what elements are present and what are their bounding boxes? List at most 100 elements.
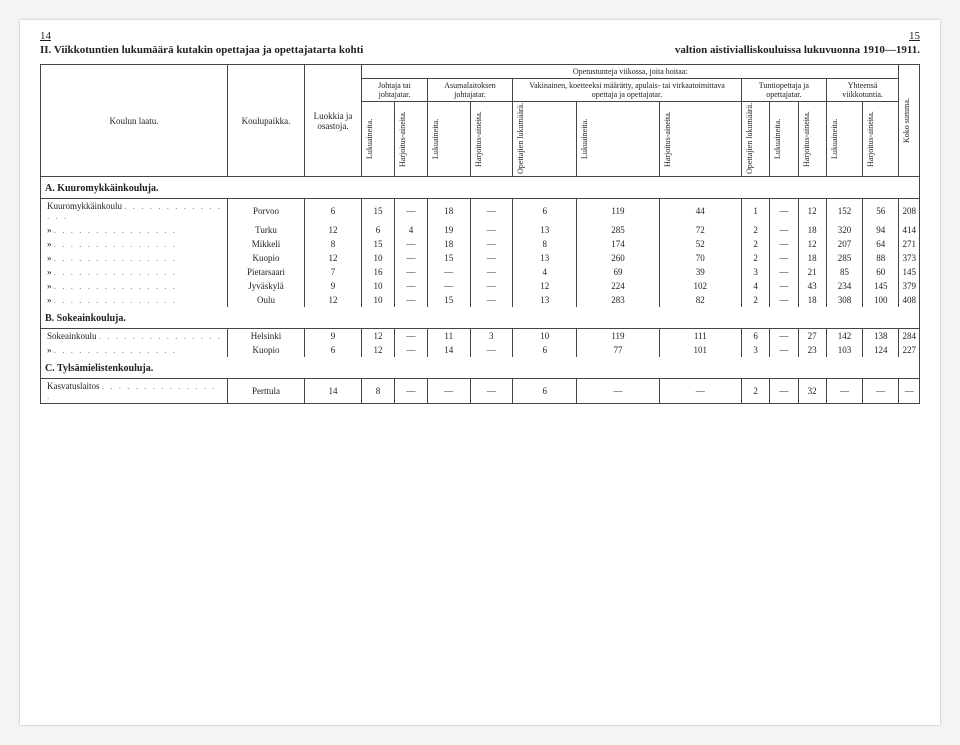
table-row: Kasvatuslaitos . . . . . . . . . . . . .…: [41, 379, 920, 404]
cell-value: 138: [863, 329, 899, 344]
section-heading: C. Tylsämielistenkouluja.: [41, 357, 920, 379]
cell-value: 102: [659, 279, 741, 293]
cell-luokkia: 12: [305, 293, 362, 307]
cell-value: 6: [513, 343, 577, 357]
cell-value: —: [470, 379, 513, 404]
cell-value: —: [770, 379, 798, 404]
cell-value: 44: [659, 199, 741, 224]
cell-luokkia: 9: [305, 279, 362, 293]
cell-luokkia: 8: [305, 237, 362, 251]
cell-value: 70: [659, 251, 741, 265]
cell-luokkia: 6: [305, 343, 362, 357]
cell-value: 284: [899, 329, 920, 344]
cell-value: 103: [826, 343, 862, 357]
cell-value: 3: [741, 343, 769, 357]
cell-value: —: [394, 265, 427, 279]
cell-place: Kuopio: [228, 251, 305, 265]
cell-value: 414: [899, 223, 920, 237]
cell-luokkia: 9: [305, 329, 362, 344]
row-label: » . . . . . . . . . . . . . . .: [41, 343, 228, 357]
cell-value: 60: [863, 265, 899, 279]
sub-c8: Opettajien lukumäärä.: [741, 102, 769, 177]
cell-value: 2: [741, 237, 769, 251]
row-label: Kasvatuslaitos . . . . . . . . . . . . .…: [41, 379, 228, 404]
cell-value: 21: [798, 265, 826, 279]
table-row: » . . . . . . . . . . . . . . .Oulu1210—…: [41, 293, 920, 307]
cell-value: 43: [798, 279, 826, 293]
cell-value: —: [427, 279, 470, 293]
cell-value: 2: [741, 251, 769, 265]
row-label: » . . . . . . . . . . . . . . .: [41, 237, 228, 251]
table-row: » . . . . . . . . . . . . . . .Turku1264…: [41, 223, 920, 237]
cell-value: —: [470, 293, 513, 307]
page: 14 15 II. Viikkotuntien lukumäärä kutaki…: [20, 20, 940, 725]
cell-value: 3: [470, 329, 513, 344]
sub-c3: Lukuaineita.: [427, 102, 470, 177]
cell-place: Pietarsaari: [228, 265, 305, 279]
section-heading: A. Kuuromykkäinkouluja.: [41, 177, 920, 199]
cell-value: 119: [577, 329, 659, 344]
cell-value: —: [470, 265, 513, 279]
cell-value: 308: [826, 293, 862, 307]
cell-value: 4: [513, 265, 577, 279]
sub-c4: Harjoitus-aineita.: [470, 102, 513, 177]
cell-value: 320: [826, 223, 862, 237]
cell-value: 8: [513, 237, 577, 251]
cell-value: 82: [659, 293, 741, 307]
cell-value: —: [659, 379, 741, 404]
cell-luokkia: 7: [305, 265, 362, 279]
cell-value: 13: [513, 223, 577, 237]
table-row: » . . . . . . . . . . . . . . .Jyväskylä…: [41, 279, 920, 293]
cell-luokkia: 12: [305, 223, 362, 237]
sub-c12: Harjoitus-aineita.: [863, 102, 899, 177]
row-label: » . . . . . . . . . . . . . . .: [41, 223, 228, 237]
cell-value: 142: [826, 329, 862, 344]
sub-c11: Lukuaineita.: [826, 102, 862, 177]
cell-value: 234: [826, 279, 862, 293]
cell-place: Mikkeli: [228, 237, 305, 251]
row-label: » . . . . . . . . . . . . . . .: [41, 251, 228, 265]
cell-value: 4: [741, 279, 769, 293]
cell-value: 27: [798, 329, 826, 344]
cell-value: 6: [513, 379, 577, 404]
page-num-right: 15: [909, 30, 920, 42]
cell-value: 174: [577, 237, 659, 251]
cell-value: 124: [863, 343, 899, 357]
cell-value: 32: [798, 379, 826, 404]
cell-place: Turku: [228, 223, 305, 237]
cell-value: 69: [577, 265, 659, 279]
sub-c6: Lukuaineita.: [577, 102, 659, 177]
cell-value: 15: [427, 293, 470, 307]
cell-value: 64: [863, 237, 899, 251]
cell-value: 6: [513, 199, 577, 224]
cell-value: 285: [577, 223, 659, 237]
cell-value: —: [470, 343, 513, 357]
row-label: Sokeainkoulu . . . . . . . . . . . . . .…: [41, 329, 228, 344]
cell-value: 39: [659, 265, 741, 279]
cell-value: —: [427, 265, 470, 279]
cell-place: Perttula: [228, 379, 305, 404]
table-row: Kuuromykkäinkoulu . . . . . . . . . . . …: [41, 199, 920, 224]
table-row: » . . . . . . . . . . . . . . .Kuopio121…: [41, 251, 920, 265]
cell-value: 11: [427, 329, 470, 344]
title-right: valtion aistivialliskouluissa lukuvuonna…: [675, 44, 920, 56]
cell-value: —: [863, 379, 899, 404]
grp-yhteensa: Yhteensä viikkotuntia.: [826, 79, 899, 102]
cell-value: 2: [741, 379, 769, 404]
cell-value: —: [770, 265, 798, 279]
cell-value: 227: [899, 343, 920, 357]
cell-value: 145: [863, 279, 899, 293]
cell-luokkia: 12: [305, 251, 362, 265]
grp-tuntiopettaja: Tuntiopettaja ja opettajatar.: [741, 79, 826, 102]
cell-value: 72: [659, 223, 741, 237]
sub-c2: Harjoitus-aineita.: [394, 102, 427, 177]
cell-value: 373: [899, 251, 920, 265]
cell-value: 13: [513, 293, 577, 307]
row-label: » . . . . . . . . . . . . . . .: [41, 265, 228, 279]
col-koulupaikka: Koulupaikka.: [228, 65, 305, 177]
cell-value: 12: [513, 279, 577, 293]
cell-value: —: [394, 329, 427, 344]
cell-value: 12: [798, 199, 826, 224]
table-head: Koulun laatu. Koulupaikka. Luokkia ja os…: [41, 65, 920, 177]
cell-value: 10: [362, 251, 395, 265]
